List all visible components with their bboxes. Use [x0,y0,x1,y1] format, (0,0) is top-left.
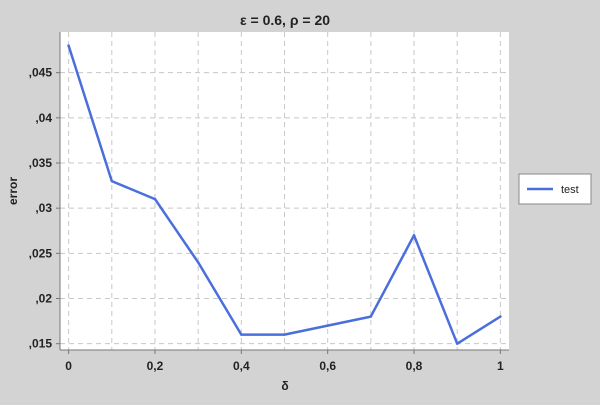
y-tick-label: ,04 [35,111,52,125]
legend-label-test: test [561,184,579,196]
y-tick-label: ,025 [29,246,53,260]
chart-title: ε = 0.6, ρ = 20 [240,12,330,28]
data-point [369,315,373,318]
data-point [196,261,200,264]
axes [59,32,509,351]
tick-labels: 0 0,2 0,4 0,6 0,8 1 ,015 ,02 ,025 ,03 ,035 ,04 ,045 [29,66,504,373]
data-point [110,179,114,183]
x-tick-label: 0,8 [406,359,423,373]
data-point [499,315,502,318]
x-tick-label: 0 [65,359,72,373]
legend: test [518,173,592,205]
x-tick-label: 0,2 [147,359,164,373]
x-tick-label: 0,6 [319,359,336,373]
y-tick-label: ,02 [35,292,52,306]
y-tick-label: ,015 [29,337,53,351]
x-axis-label: δ [281,379,288,393]
series-layer [67,44,502,345]
y-tick-label: ,035 [29,156,53,170]
x-tick-label: 0,4 [233,359,250,373]
data-point [67,44,70,47]
data-point [455,342,459,345]
x-tick-label: 1 [497,359,504,373]
data-point [326,324,329,327]
data-point [283,333,286,336]
data-point [240,333,243,336]
grid-lines [60,32,509,350]
data-point [153,197,157,201]
data-point [412,234,416,237]
y-axis-label: error [6,177,20,205]
y-tick-label: ,03 [35,201,52,215]
y-tick-label: ,045 [29,66,53,80]
